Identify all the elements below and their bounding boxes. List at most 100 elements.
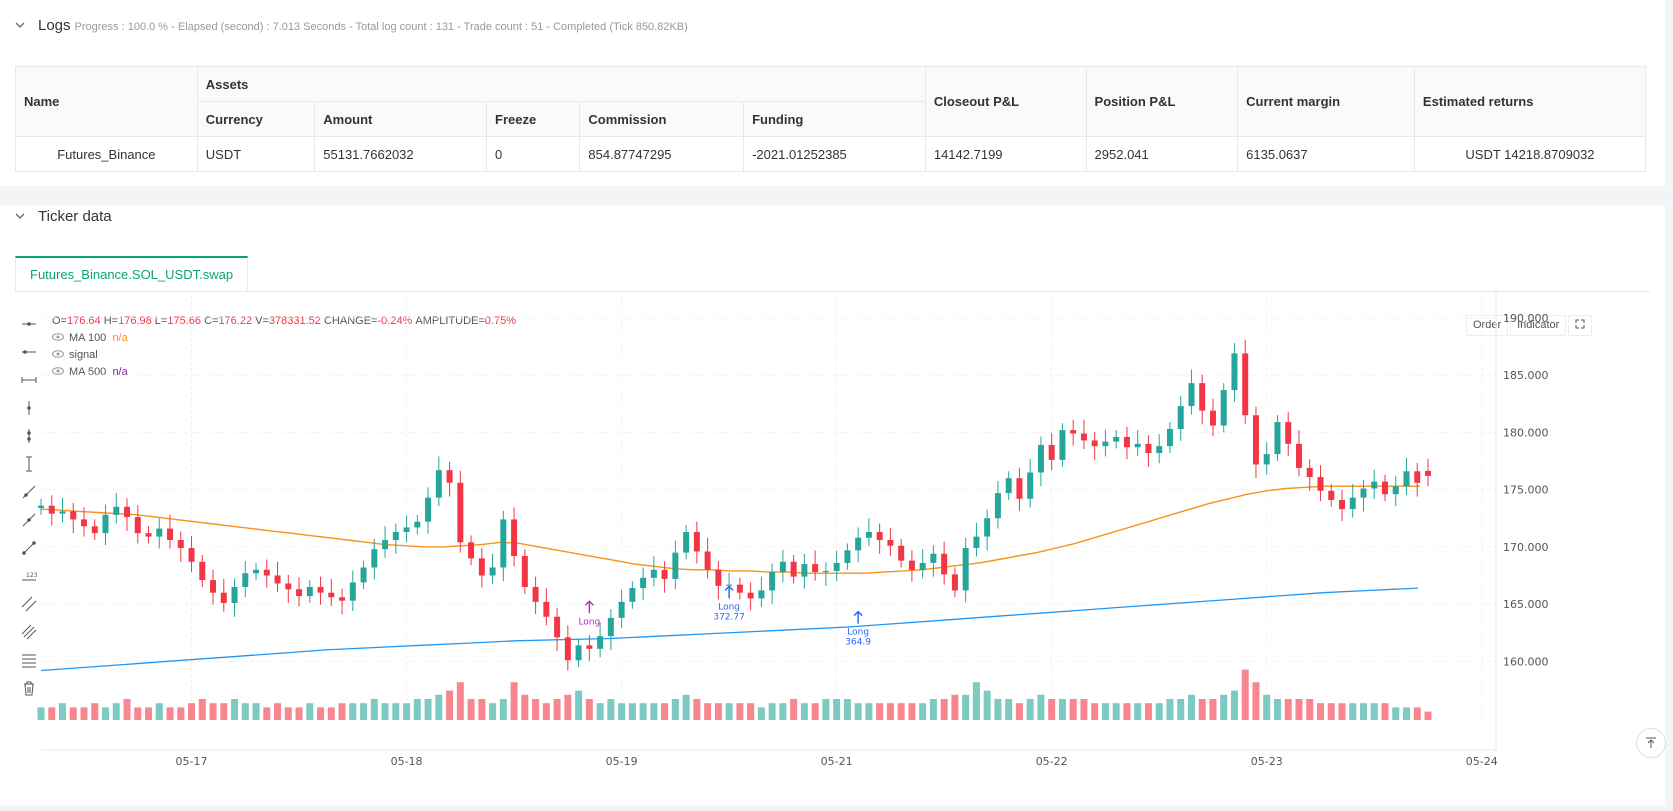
volume-bar [564,694,572,720]
cell-currency: USDT [196,136,316,172]
col-returns: Estimated returns [1413,66,1647,137]
vertical-segment-icon[interactable] [18,425,40,447]
segment-icon[interactable] [18,537,40,559]
candle-body [693,532,700,552]
candle-body [1371,481,1378,489]
candle-body [392,532,399,541]
volume-bar [757,707,765,720]
vertical-ray-icon[interactable] [18,453,40,475]
candle-body [48,505,55,514]
candle-body [1209,410,1216,426]
volume-bar [790,699,798,720]
volume-bar [1155,703,1163,720]
cell-position: 2952.041 [1085,136,1239,172]
volume-bar [693,699,701,720]
volume-bar [91,703,99,720]
candle-body [898,545,905,561]
svg-text:123: 123 [26,572,37,579]
order-button[interactable]: Order [1466,315,1509,336]
volume-bar [381,703,389,720]
parallel-channel-icon[interactable] [18,593,40,615]
candle-body [1220,390,1227,426]
volume-bar [607,699,615,720]
candle-body [1005,478,1012,494]
volume-bar [714,703,722,720]
volume-bar [886,703,894,720]
fullscreen-icon[interactable] [1568,315,1593,336]
volume-bar [349,703,357,720]
trend-line-icon[interactable] [18,481,40,503]
candle-body [435,470,442,498]
eye-icon[interactable] [52,347,66,364]
candle-body [650,569,657,578]
eye-icon[interactable] [52,330,66,347]
cell-amount: 55131.7662032 [314,136,487,172]
extended-line-icon[interactable] [18,369,40,391]
volume-bar [962,694,970,720]
cell-freeze: 0 [485,136,581,172]
legend-signal[interactable]: signal [52,347,516,364]
pitchfork-icon[interactable] [18,621,40,643]
volume-bar [1177,699,1185,720]
volume-bar [338,703,346,720]
volume-bar [1058,699,1066,720]
signal-label: Long [718,602,740,612]
volume-bar [155,703,163,720]
chevron-down-icon[interactable] [14,19,28,33]
volume-bar [1080,699,1088,720]
candle-body [1328,490,1335,500]
ticker-header[interactable]: Ticker data [14,208,112,225]
volume-bar [854,703,862,720]
candle-body [908,560,915,570]
horizontal-line-icon[interactable] [18,313,40,335]
price-chart[interactable]: 160.000 165.000 170.000 175.000 180.000 185.0… [0,290,1600,810]
volume-bar [575,690,583,720]
volume-bar [1112,703,1120,720]
legend-ma100[interactable]: MA 100 n/a [52,330,516,347]
eye-icon[interactable] [52,364,66,381]
volume-bar [1316,703,1324,720]
volume-bar [252,703,260,720]
volume-bar [843,699,851,720]
candle-body [156,528,163,537]
trash-icon[interactable] [18,677,40,699]
logs-header[interactable]: Logs Progress : 100.0 % - Elapsed (secon… [14,17,688,34]
candle-body [177,540,184,549]
fib-retracement-icon[interactable] [18,649,40,671]
volume-bar [499,699,507,720]
volume-bar [585,699,593,720]
price-label-icon[interactable]: 123 [18,565,40,587]
volume-bar [1252,682,1260,720]
chevron-down-icon[interactable] [14,210,28,224]
close-label: C= [204,315,219,327]
candle-body [306,586,313,597]
candle-body [81,519,88,527]
y-tick-label: 160.000 [1503,655,1549,668]
candle-body [962,548,969,591]
volume-bar [908,703,916,720]
candle-body [231,586,238,603]
open-value: 176.64 [66,315,101,327]
candle-body [747,592,754,599]
candle-body [1338,499,1345,510]
ray-line-icon[interactable] [18,509,40,531]
back-to-top-icon[interactable] [1636,728,1666,758]
volume-bar [134,707,142,720]
candle-body [478,558,485,576]
candle-body [1113,436,1120,442]
candle-body [618,601,625,618]
horizontal-ray-icon[interactable] [18,341,40,363]
candle-body [317,586,324,593]
candle-body [1037,444,1044,473]
col-amount: Amount [314,101,487,137]
x-tick-label: 05-23 [1251,755,1283,768]
volume-bar [628,703,636,720]
candle-body [134,517,141,534]
volume-bar [37,707,45,720]
x-tick-label: 05-22 [1036,755,1068,768]
candle-body [500,519,507,568]
indicator-button[interactable]: Indicator [1510,315,1567,336]
candle-body [1199,383,1206,411]
tab-sol-usdt[interactable]: Futures_Binance.SOL_USDT.swap [15,256,249,291]
vertical-line-icon[interactable] [18,397,40,419]
